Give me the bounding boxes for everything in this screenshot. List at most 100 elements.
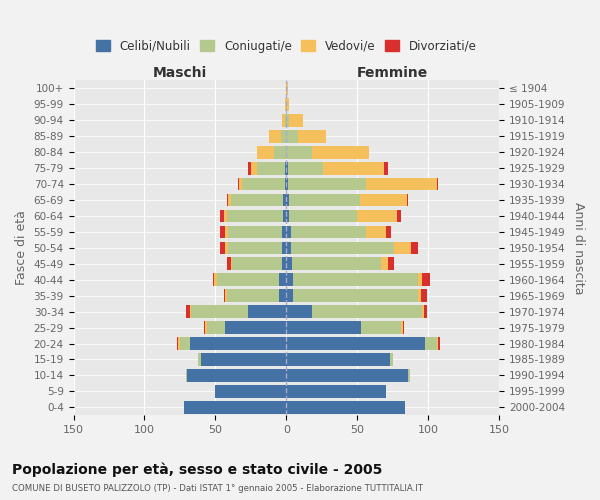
Bar <box>286 130 298 142</box>
Bar <box>421 290 427 302</box>
Bar <box>366 226 386 238</box>
Bar <box>290 242 394 254</box>
Bar <box>227 194 228 206</box>
Bar <box>224 290 226 302</box>
Bar <box>288 162 323 174</box>
Bar <box>242 178 285 190</box>
Bar <box>407 194 408 206</box>
Bar <box>227 290 279 302</box>
Bar <box>201 353 286 366</box>
Bar <box>286 258 292 270</box>
Y-axis label: Anni di nascita: Anni di nascita <box>572 202 585 294</box>
Bar <box>286 178 288 190</box>
Bar <box>227 210 283 222</box>
Bar <box>403 321 404 334</box>
Bar <box>231 194 283 206</box>
Bar <box>282 258 286 270</box>
Bar <box>286 162 288 174</box>
Bar <box>190 337 286 350</box>
Text: COMUNE DI BUSETO PALIZZOLO (TP) - Dati ISTAT 1° gennaio 2005 - Elaborazione TUTT: COMUNE DI BUSETO PALIZZOLO (TP) - Dati I… <box>12 484 423 493</box>
Bar <box>361 321 401 334</box>
Bar <box>285 178 286 190</box>
Bar <box>288 178 366 190</box>
Bar <box>226 290 227 302</box>
Bar <box>286 82 288 95</box>
Bar <box>212 274 214 286</box>
Bar <box>289 210 357 222</box>
Bar <box>286 353 390 366</box>
Bar <box>187 369 286 382</box>
Bar <box>286 274 293 286</box>
Bar <box>207 321 226 334</box>
Bar <box>214 274 217 286</box>
Bar <box>226 242 228 254</box>
Bar <box>293 290 418 302</box>
Bar <box>418 274 422 286</box>
Bar <box>190 306 191 318</box>
Bar <box>286 385 386 398</box>
Bar <box>283 210 286 222</box>
Bar <box>248 306 286 318</box>
Bar <box>390 353 392 366</box>
Bar <box>438 337 440 350</box>
Bar <box>286 290 293 302</box>
Bar <box>422 274 430 286</box>
Bar <box>184 401 286 413</box>
Text: Maschi: Maschi <box>153 66 207 80</box>
Bar <box>283 194 286 206</box>
Bar <box>293 274 418 286</box>
Legend: Celibi/Nubili, Coniugati/e, Vedovi/e, Divorziati/e: Celibi/Nubili, Coniugati/e, Vedovi/e, Di… <box>96 40 476 52</box>
Bar <box>286 114 289 126</box>
Bar <box>382 258 388 270</box>
Bar <box>220 226 226 238</box>
Bar <box>289 194 360 206</box>
Bar <box>397 210 401 222</box>
Bar <box>205 321 207 334</box>
Bar <box>239 178 242 190</box>
Text: Femmine: Femmine <box>357 66 428 80</box>
Bar <box>437 178 438 190</box>
Bar <box>411 242 418 254</box>
Bar <box>177 337 178 350</box>
Bar <box>281 130 286 142</box>
Bar <box>286 369 408 382</box>
Bar <box>388 258 394 270</box>
Bar <box>290 226 366 238</box>
Bar <box>220 242 226 254</box>
Bar <box>408 369 410 382</box>
Bar <box>269 130 281 142</box>
Bar <box>285 162 286 174</box>
Bar <box>401 321 403 334</box>
Bar <box>215 385 286 398</box>
Bar <box>312 146 368 158</box>
Bar <box>285 98 286 111</box>
Bar <box>286 226 290 238</box>
Bar <box>185 306 190 318</box>
Bar <box>257 162 285 174</box>
Bar <box>228 226 282 238</box>
Bar <box>228 194 231 206</box>
Bar <box>286 321 361 334</box>
Bar <box>180 337 190 350</box>
Bar <box>286 242 290 254</box>
Bar <box>285 114 286 126</box>
Bar <box>228 242 282 254</box>
Bar <box>282 226 286 238</box>
Bar <box>257 146 274 158</box>
Bar <box>220 210 224 222</box>
Bar <box>418 290 421 302</box>
Bar <box>178 337 180 350</box>
Bar <box>286 401 406 413</box>
Bar <box>289 114 304 126</box>
Bar <box>279 274 286 286</box>
Bar <box>226 226 228 238</box>
Y-axis label: Fasce di età: Fasce di età <box>15 210 28 286</box>
Bar <box>286 306 312 318</box>
Bar <box>282 242 286 254</box>
Bar <box>224 210 227 222</box>
Bar <box>282 114 285 126</box>
Bar <box>437 337 438 350</box>
Bar <box>185 369 187 382</box>
Bar <box>292 258 382 270</box>
Bar <box>394 242 411 254</box>
